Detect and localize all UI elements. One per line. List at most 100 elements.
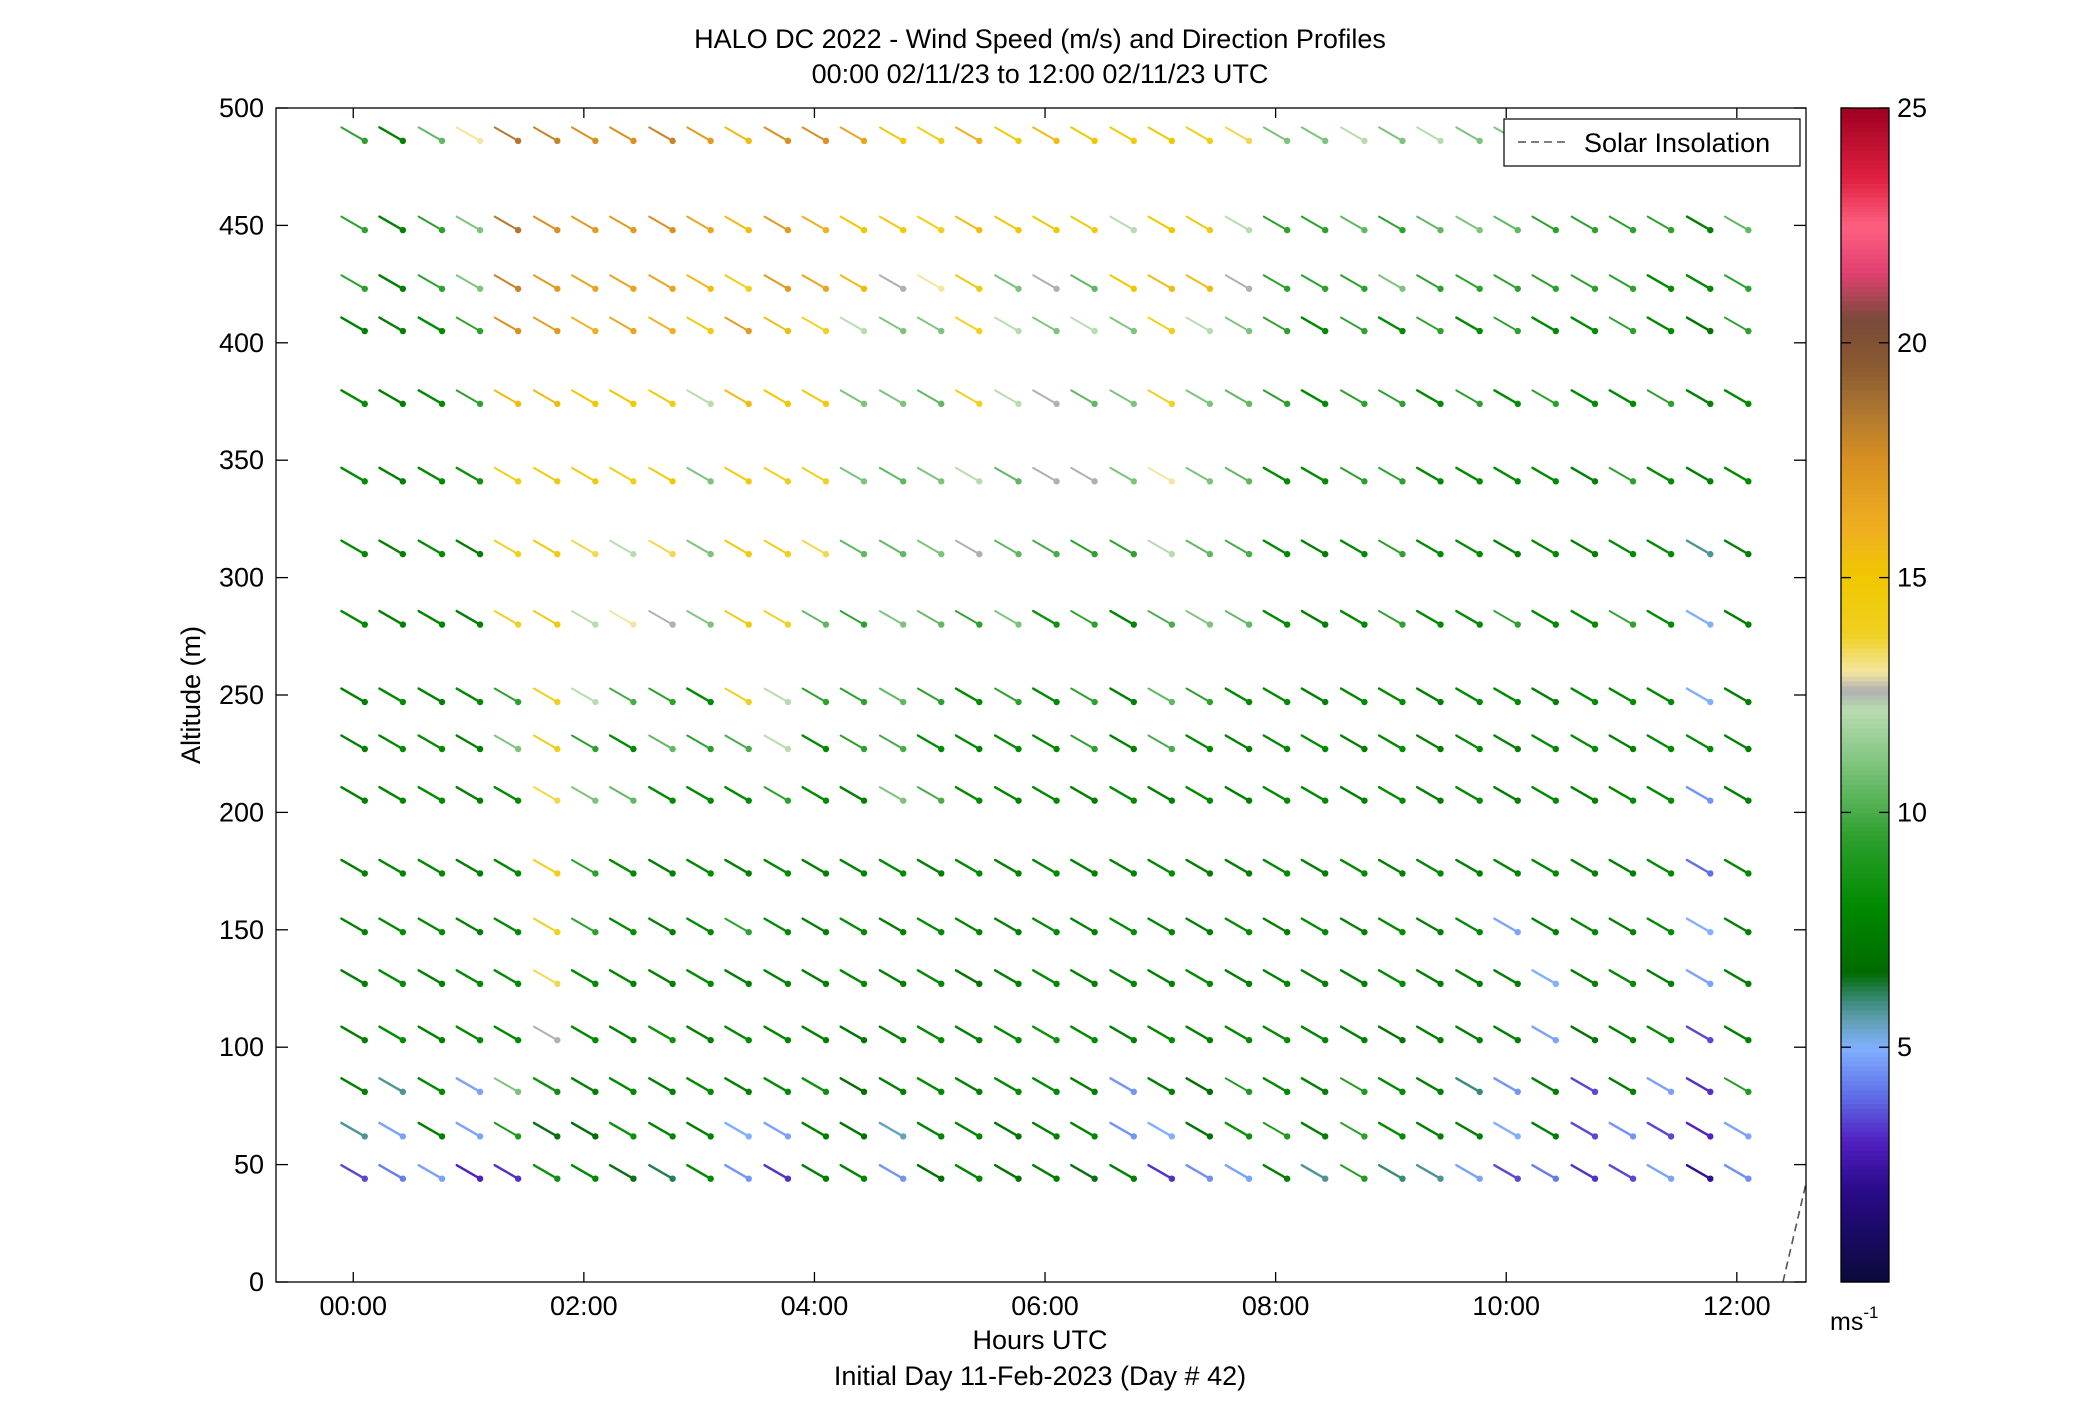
wind-barb-shaft	[1147, 1163, 1174, 1180]
wind-barb	[417, 1121, 446, 1140]
wind-barb	[1147, 858, 1176, 877]
wind-barb-dot	[438, 327, 446, 335]
wind-barb	[839, 917, 868, 936]
wind-barb	[994, 389, 1022, 408]
wind-barb-shaft	[532, 389, 559, 405]
wind-barb	[1070, 389, 1098, 408]
colorbar-strip	[1841, 258, 1889, 264]
wind-barb	[1109, 316, 1138, 335]
wind-barb-dot	[1130, 621, 1138, 628]
wind-barb-dot	[1322, 980, 1329, 988]
wind-barb-shaft	[1070, 969, 1096, 986]
wind-barb-shaft	[1531, 734, 1558, 751]
wind-barb-dot	[1591, 1088, 1599, 1096]
wind-barb-shaft	[1685, 734, 1712, 751]
wind-barb-shaft	[1646, 785, 1673, 802]
wind-barb-shaft	[1378, 126, 1404, 142]
wind-barb	[608, 1121, 637, 1140]
wind-barb-dot	[1552, 1088, 1560, 1096]
wind-barb	[1723, 316, 1752, 335]
wind-barb-dot	[707, 327, 714, 335]
wind-barb	[648, 917, 676, 936]
colorbar-strip	[1841, 441, 1889, 447]
wind-barb-dot	[399, 1133, 407, 1140]
wind-barb-shaft	[1185, 785, 1212, 802]
wind-barb-dot	[1476, 698, 1483, 706]
wind-barb	[763, 274, 792, 292]
wind-barb-shaft	[1147, 858, 1174, 875]
wind-barb-shaft	[686, 539, 712, 556]
x-axis-label: Hours UTC	[972, 1325, 1107, 1355]
wind-barb-shaft	[994, 610, 1020, 626]
wind-barb-shaft	[686, 126, 712, 142]
wind-barb-shaft	[1300, 734, 1327, 751]
wind-barb	[763, 786, 792, 804]
wind-barb-shaft	[1262, 969, 1289, 986]
wind-barb-shaft	[1570, 785, 1597, 802]
wind-barb-dot	[784, 870, 792, 877]
wind-barb-dot	[784, 327, 792, 335]
colorbar-strip	[1841, 718, 1889, 724]
wind-barb-shaft	[417, 858, 444, 875]
wind-barb	[801, 1163, 830, 1182]
wind-barb	[993, 917, 1022, 936]
wind-barb-dot	[1476, 870, 1483, 877]
wind-barb-dot	[1206, 870, 1214, 877]
wind-barb-shaft	[1147, 274, 1173, 290]
colorbar-strip	[1841, 230, 1889, 236]
wind-barb	[609, 389, 637, 408]
wind-barb-dot	[1476, 797, 1483, 804]
wind-barb-shaft	[455, 316, 482, 333]
colorbar-strip	[1841, 892, 1889, 898]
wind-barb-dot	[938, 1088, 945, 1096]
wind-barb-shaft	[1685, 687, 1712, 704]
wind-barb-shaft	[1685, 466, 1712, 483]
wind-barb-dot	[1361, 400, 1368, 408]
wind-barb	[1646, 1025, 1675, 1044]
wind-barb-dot	[1015, 797, 1022, 804]
wind-barb	[1262, 1077, 1291, 1096]
wind-barb-shaft	[1415, 734, 1442, 751]
colorbar-strip	[1841, 1272, 1889, 1278]
wind-barb	[1339, 917, 1368, 936]
wind-barb-shaft	[763, 786, 789, 802]
colorbar-strip	[1841, 1164, 1889, 1170]
wind-barb	[724, 316, 752, 335]
wind-barb-shaft	[340, 215, 366, 232]
wind-barb-shaft	[1646, 1163, 1673, 1180]
wind-barb-shaft	[340, 609, 366, 626]
wind-barb-shaft	[493, 785, 520, 802]
wind-barb	[1147, 785, 1176, 804]
colorbar-strip	[1841, 488, 1889, 494]
wind-barb-shaft	[954, 858, 981, 875]
wind-barb-shaft	[724, 785, 750, 802]
wind-barb	[493, 785, 522, 804]
wind-barb-shaft	[1377, 1025, 1404, 1042]
wind-barb	[724, 785, 752, 804]
wind-barb-dot	[1091, 137, 1098, 145]
wind-barb-shaft	[954, 539, 981, 556]
wind-barb	[1608, 1121, 1637, 1140]
wind-barb	[340, 215, 368, 234]
colorbar-strip	[1841, 521, 1889, 527]
wind-barb	[1262, 274, 1291, 292]
wind-barb-dot	[707, 137, 714, 145]
wind-barb	[1416, 126, 1444, 145]
wind-barb-shaft	[1224, 969, 1251, 986]
wind-barb-dot	[1053, 226, 1060, 234]
wind-barb-shaft	[1070, 687, 1096, 704]
wind-barb-shaft	[1378, 466, 1404, 483]
wind-barb	[1685, 539, 1714, 558]
wind-barb-dot	[1591, 698, 1599, 706]
wind-barb-dot	[1015, 928, 1022, 936]
wind-barb-dot	[514, 400, 522, 408]
wind-barb	[1185, 858, 1214, 877]
wind-barb-shaft	[724, 1025, 750, 1042]
wind-barb-shaft	[1455, 1025, 1481, 1042]
wind-barb-shaft	[1685, 1121, 1712, 1138]
wind-barb-dot	[1745, 1036, 1752, 1044]
wind-barb-dot	[1015, 400, 1022, 408]
wind-barb	[954, 215, 983, 234]
wind-barb-dot	[514, 1175, 522, 1182]
wind-barb-shaft	[1608, 917, 1635, 934]
